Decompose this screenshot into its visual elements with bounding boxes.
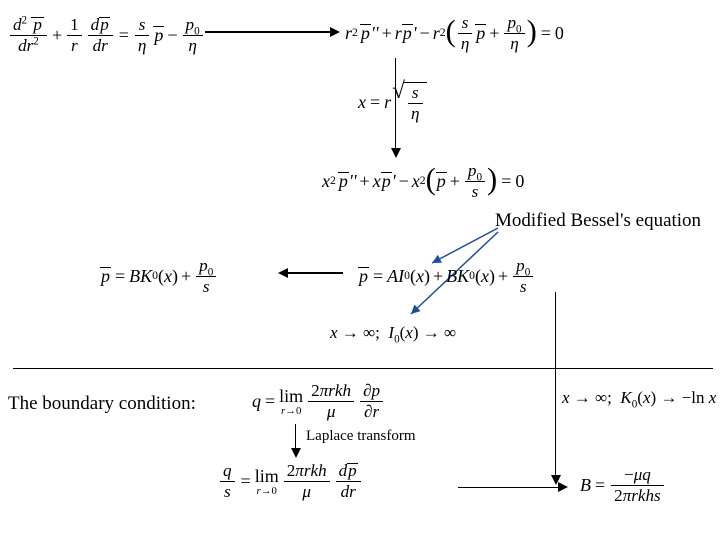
diagram-stage: d2 pdr2 + 1r dpdr = sη p − p0η r2 p'' + … (0, 0, 720, 540)
equation-7: x → ∞; I0(x) → ∞ (330, 323, 456, 343)
equation-9: q = limr→0 2πrkhμ ∂p∂r (252, 382, 385, 421)
section-divider (13, 368, 713, 369)
equation-11: B = −μq2πrkhs (580, 466, 666, 505)
label-boundary-condition: The boundary condition: (8, 393, 196, 415)
equation-6: p = AI0(x) + BK0(x) + p0s (358, 257, 535, 296)
label-laplace-transform: Laplace transform (306, 428, 416, 445)
equation-4: x2 p'' + xp' − x2 ( p + p0s ) = 0 (322, 162, 524, 201)
label-modified-bessel: Modified Bessel's equation (495, 210, 701, 232)
equation-8: x → ∞; K0(x) → −ln x (562, 388, 716, 408)
equation-2: r2 p'' + rp' − r2 ( sη p + p0η ) = 0 (345, 14, 564, 53)
equation-1: d2 pdr2 + 1r dpdr = sη p − p0η (8, 14, 205, 55)
equation-5: p = BK0(x) + p0s (100, 257, 218, 296)
equation-10: qs = limr→0 2πrkhμ dpdr (218, 460, 363, 501)
equation-3: x = r √sη (358, 82, 427, 123)
